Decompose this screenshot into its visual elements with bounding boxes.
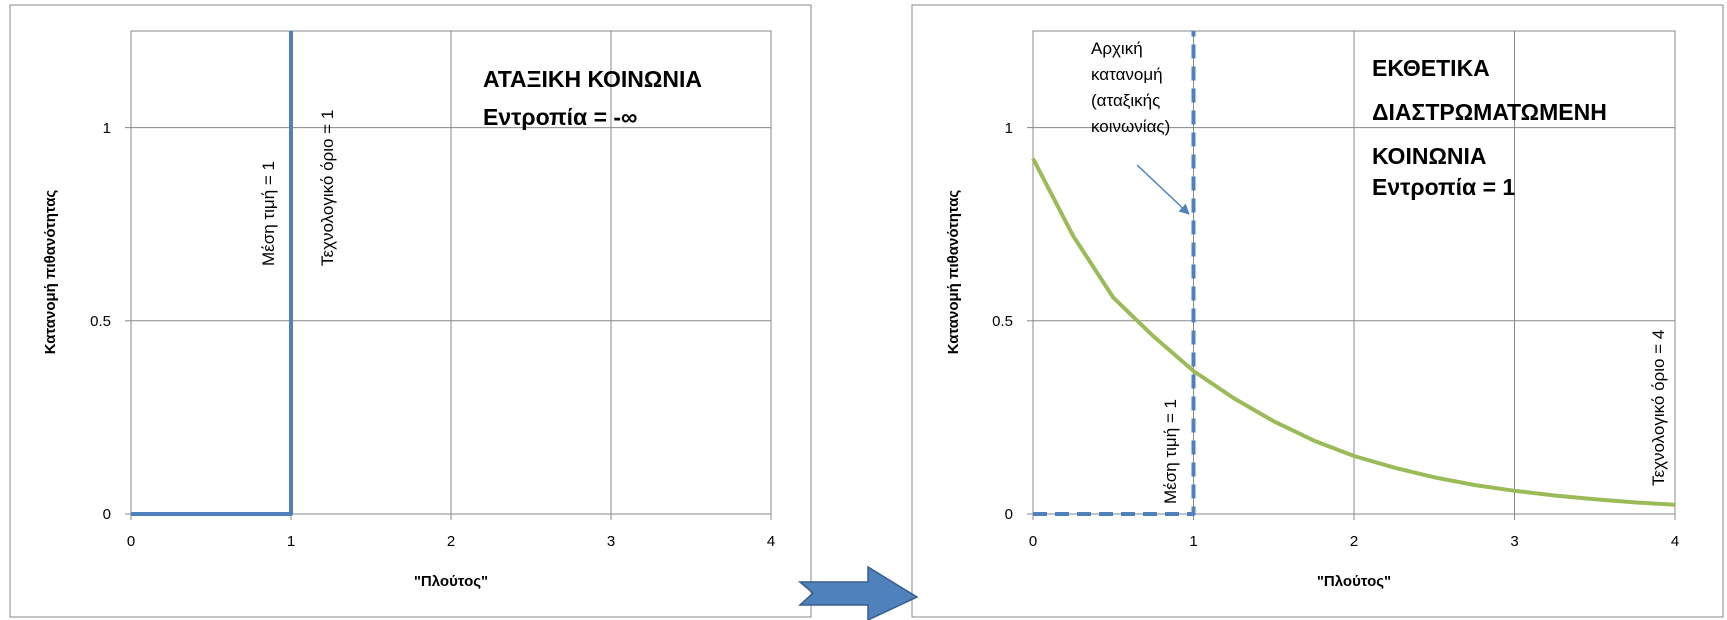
right-mean-label: Μέση τιμή = 1 (1161, 399, 1180, 504)
left-xtick-1: 1 (287, 533, 295, 550)
right-chart-frame (911, 4, 1724, 618)
left-title-line-1: ΑΤΑΞΙΚΗ ΚΟΙΝΩΝΙΑ (483, 66, 702, 92)
left-title-line-2: Εντροπία = -∞ (483, 104, 637, 130)
right-y-axis-label: Κατανομή πιθανότητας (945, 190, 962, 355)
right-xtick-4: 4 (1671, 533, 1679, 550)
right-initial-label-line-1: Αρχική (1091, 39, 1143, 58)
right-title-line-1: ΕΚΘΕΤΙΚΑ (1372, 55, 1490, 81)
left-chart: 0 1 2 3 4 0 0.5 1 "Πλούτος" Κατανομή πιθ… (42, 30, 775, 590)
right-initial-label-line-4: κοινωνίας) (1091, 117, 1170, 136)
left-ticks (125, 127, 772, 520)
left-ytick-0.5: 0.5 (90, 313, 111, 330)
left-y-axis-label: Κατανομή πιθανότητας (42, 190, 59, 355)
left-limit-label: Τεχνολογικό όριο = 1 (318, 110, 337, 266)
right-x-axis-label: "Πλούτος" (1317, 573, 1391, 590)
right-limit-label: Τεχνολογικό όριο = 4 (1649, 330, 1668, 486)
left-xtick-2: 2 (447, 533, 455, 550)
right-initial-arrow (1136, 164, 1190, 215)
right-xtick-0: 0 (1029, 533, 1037, 550)
left-xtick-4: 4 (767, 533, 775, 550)
right-xtick-2: 2 (1350, 533, 1358, 550)
right-initial-label-line-2: κατανομή (1091, 65, 1163, 84)
left-ytick-1: 1 (103, 120, 111, 137)
right-series (1031, 31, 1676, 516)
left-series-0-line (131, 31, 293, 516)
right-initial-label-line-3: (αταξικής (1091, 91, 1160, 110)
left-xtick-3: 3 (607, 533, 615, 550)
right-ytick-0: 0 (1005, 506, 1013, 523)
right-xtick-3: 3 (1510, 533, 1518, 550)
left-x-axis-label: "Πλούτος" (414, 573, 488, 590)
left-ytick-0: 0 (103, 506, 111, 523)
right-title-line-3: ΚΟΙΝΩΝΙΑ (1372, 143, 1487, 169)
right-series-0-line (1033, 31, 1196, 516)
left-series (131, 31, 293, 516)
right-ytick-0.5: 0.5 (992, 313, 1013, 330)
right-title-line-2: ΔΙΑΣΤΡΩΜΑΤΩΜΕΝΗ (1372, 99, 1607, 125)
right-chart: 0 1 2 3 4 0 0.5 1 "Πλούτος" Κατανομή πιθ… (945, 30, 1679, 590)
left-mean-label: Μέση τιμή = 1 (259, 161, 278, 266)
right-ytick-1: 1 (1005, 120, 1013, 137)
transition-arrow-icon (797, 565, 919, 620)
right-series-1-line (1031, 157, 1676, 507)
right-title-line-4: Εντροπία = 1 (1372, 174, 1515, 200)
left-chart-frame (9, 4, 812, 618)
left-xtick-0: 0 (127, 533, 135, 550)
right-xtick-1: 1 (1189, 533, 1197, 550)
